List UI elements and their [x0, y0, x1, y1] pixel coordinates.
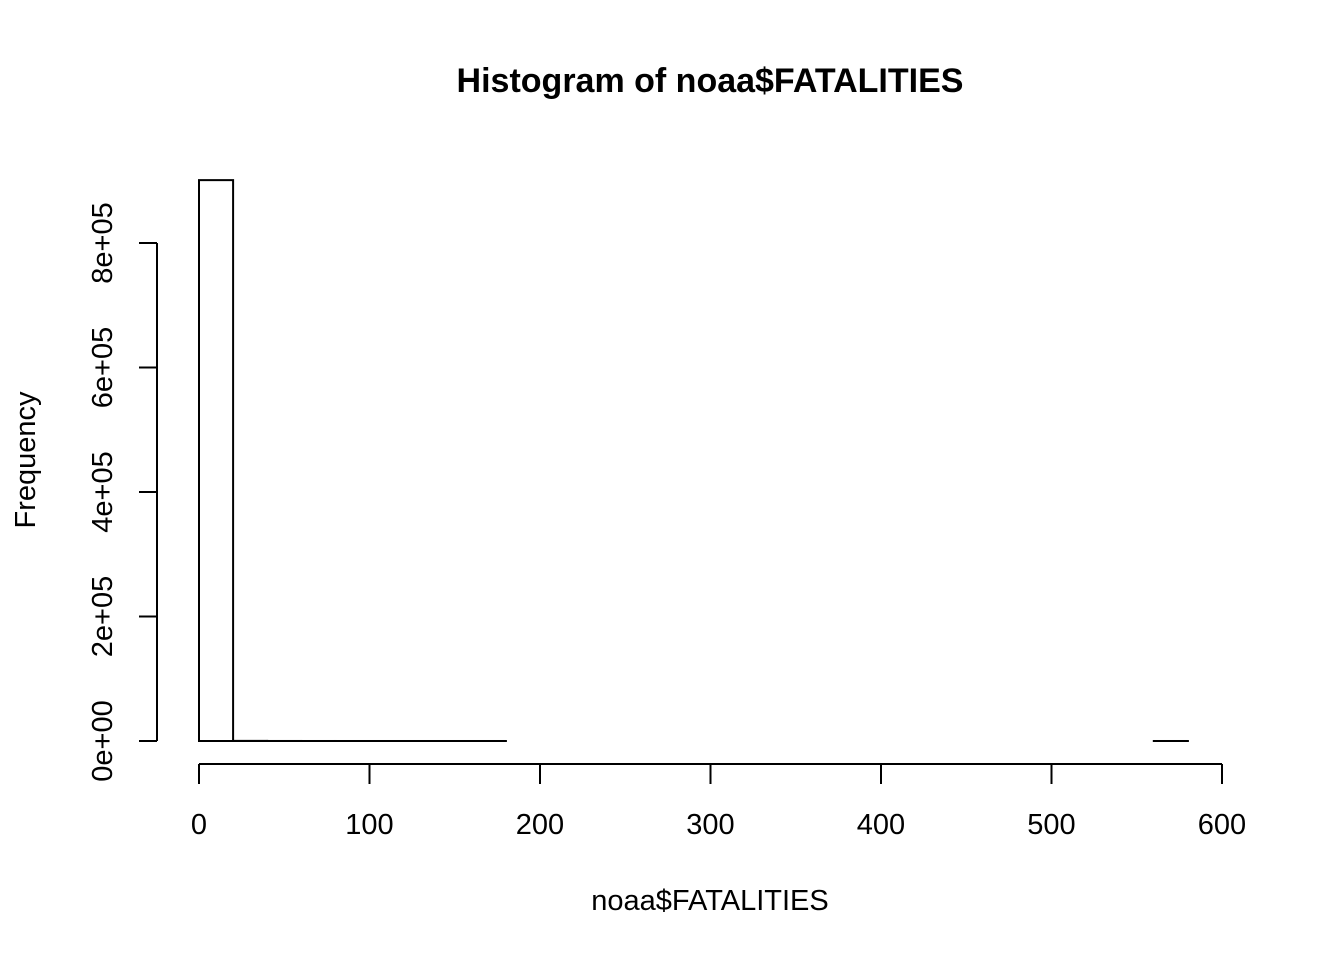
x-axis: 0 100 200 300 400 500 600 — [191, 763, 1246, 841]
y-tick-label: 0e+00 — [87, 700, 119, 781]
histogram-bar — [198, 179, 235, 742]
x-axis-label: noaa$FATALITIES — [591, 885, 829, 917]
bars-layer — [198, 179, 1189, 743]
x-tick-label: 600 — [1198, 809, 1246, 841]
y-tick-label: 4e+05 — [87, 451, 119, 532]
y-tick-label: 2e+05 — [87, 576, 119, 657]
x-tick-label: 0 — [191, 809, 207, 841]
x-tick-label: 300 — [686, 809, 734, 841]
x-tick-label: 100 — [345, 809, 393, 841]
y-axis: 0e+00 2e+05 4e+05 6e+05 8e+05 — [87, 202, 158, 782]
x-tick-label: 200 — [516, 809, 564, 841]
y-tick-label: 8e+05 — [87, 202, 119, 283]
x-tick-label: 500 — [1027, 809, 1075, 841]
chart-title: Histogram of noaa$FATALITIES — [457, 62, 964, 100]
y-axis-label: Frequency — [10, 391, 42, 529]
y-tick-label: 6e+05 — [87, 327, 119, 408]
x-tick-label: 400 — [857, 809, 905, 841]
